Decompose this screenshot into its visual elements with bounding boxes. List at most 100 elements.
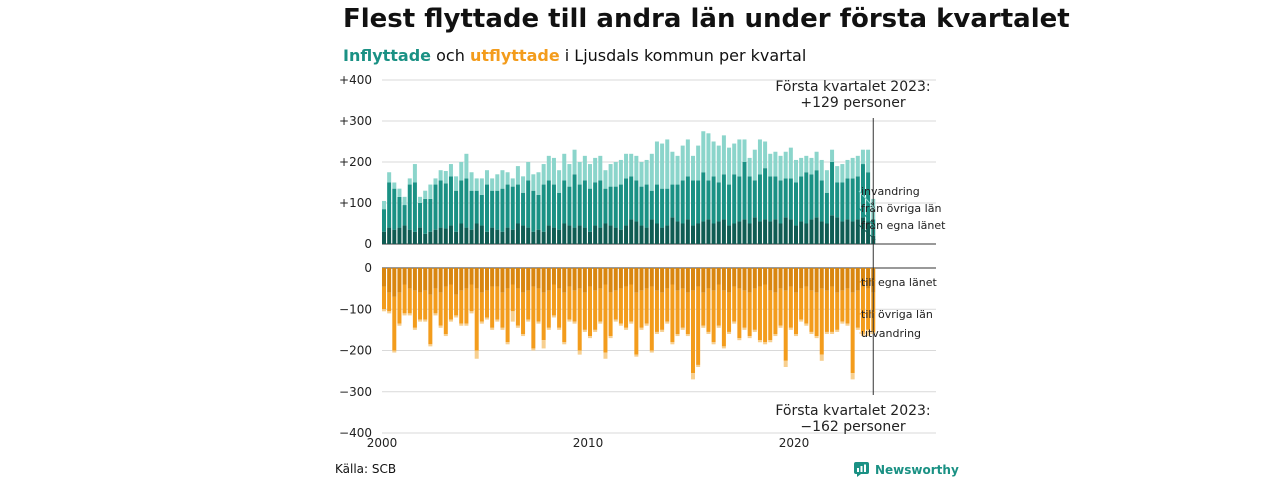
top-bar bbox=[768, 153, 773, 177]
bottom-bar bbox=[479, 268, 484, 293]
brand: Newsworthy bbox=[854, 462, 959, 477]
top-bar bbox=[551, 157, 556, 185]
top-bar bbox=[855, 176, 860, 220]
bottom-bar bbox=[809, 290, 814, 332]
bottom-series-label: till egna länet bbox=[861, 276, 937, 289]
top-bar bbox=[845, 219, 850, 244]
top-label-leader bbox=[858, 224, 876, 241]
annotation-top-line2: +129 personer bbox=[800, 95, 906, 111]
bottom-bar bbox=[737, 338, 742, 341]
top-bar bbox=[510, 229, 515, 244]
bottom-bar bbox=[546, 268, 551, 291]
top-bar bbox=[551, 227, 556, 244]
top-bar bbox=[804, 155, 809, 173]
top-bar bbox=[469, 172, 474, 191]
top-bar bbox=[737, 221, 742, 244]
top-bar bbox=[418, 196, 423, 203]
bottom-bar bbox=[526, 290, 531, 320]
top-bar bbox=[387, 227, 392, 244]
top-bar bbox=[392, 229, 397, 244]
top-bar bbox=[680, 180, 685, 224]
top-bar bbox=[675, 155, 680, 185]
top-bar bbox=[479, 225, 484, 244]
bottom-bar bbox=[505, 268, 510, 289]
bottom-bar bbox=[675, 334, 680, 337]
top-bar bbox=[464, 178, 469, 228]
top-bar bbox=[397, 188, 402, 197]
bottom-bar bbox=[654, 290, 659, 332]
top-bar bbox=[428, 198, 433, 232]
top-bar bbox=[577, 225, 582, 244]
bottom-bar bbox=[845, 268, 850, 289]
top-bar bbox=[752, 180, 757, 218]
bottom-bar bbox=[392, 350, 397, 353]
bottom-bar bbox=[557, 327, 562, 330]
top-bar bbox=[773, 219, 778, 244]
top-bar bbox=[618, 159, 623, 185]
top-bar bbox=[819, 180, 824, 222]
top-bar bbox=[531, 174, 536, 191]
bottom-bar bbox=[598, 321, 603, 324]
bottom-bar bbox=[721, 268, 726, 291]
bottom-bar bbox=[407, 313, 412, 316]
bottom-bar bbox=[536, 288, 541, 322]
bottom-bar bbox=[660, 329, 665, 332]
top-bar bbox=[649, 219, 654, 244]
top-bar bbox=[510, 178, 515, 187]
bottom-bar bbox=[850, 268, 855, 293]
bottom-bar bbox=[685, 334, 690, 337]
bottom-bar bbox=[804, 268, 809, 287]
top-bar bbox=[675, 184, 680, 222]
top-bar bbox=[804, 172, 809, 224]
top-bar bbox=[696, 180, 701, 224]
top-bar bbox=[747, 176, 752, 224]
top-bar bbox=[521, 176, 526, 193]
top-bar bbox=[464, 227, 469, 244]
bottom-bar bbox=[752, 329, 757, 332]
bottom-bar bbox=[454, 315, 459, 318]
top-bar bbox=[634, 180, 639, 222]
bottom-bar bbox=[737, 288, 742, 339]
bottom-bar bbox=[711, 342, 716, 345]
top-bar bbox=[732, 174, 737, 224]
bottom-bar bbox=[701, 325, 706, 328]
top-bar bbox=[639, 225, 644, 244]
bottom-bar bbox=[382, 309, 386, 312]
bottom-bar bbox=[830, 286, 835, 332]
top-bar bbox=[412, 164, 417, 183]
bottom-bar bbox=[716, 284, 721, 326]
top-bar bbox=[433, 184, 438, 230]
bottom-bar bbox=[412, 290, 417, 328]
top-bar bbox=[521, 192, 526, 226]
top-bar bbox=[402, 225, 407, 244]
bottom-bar bbox=[711, 268, 716, 291]
bottom-bar bbox=[412, 327, 417, 330]
top-bar bbox=[691, 225, 695, 244]
bottom-bar bbox=[809, 268, 814, 291]
bottom-bar bbox=[582, 268, 587, 293]
top-bar bbox=[691, 180, 695, 226]
top-bar bbox=[866, 172, 871, 222]
top-bar bbox=[593, 157, 598, 183]
bottom-bar bbox=[845, 323, 850, 326]
top-bar bbox=[515, 184, 520, 224]
top-bar bbox=[505, 227, 510, 244]
bottom-bar bbox=[747, 336, 752, 339]
bottom-bar bbox=[423, 290, 428, 320]
top-bar bbox=[588, 188, 592, 232]
top-bar bbox=[402, 196, 407, 206]
bottom-bar bbox=[402, 268, 407, 285]
bottom-y-tick-label: −400 bbox=[339, 426, 372, 440]
bottom-bar bbox=[495, 268, 500, 287]
top-bar bbox=[716, 221, 721, 244]
bottom-bar bbox=[582, 329, 587, 332]
bottom-bar bbox=[634, 268, 639, 293]
top-bar bbox=[567, 164, 572, 187]
top-bar bbox=[598, 180, 603, 228]
top-bar bbox=[794, 182, 798, 226]
top-bar bbox=[562, 223, 567, 244]
bottom-bar bbox=[634, 292, 639, 355]
bottom-bar bbox=[701, 268, 706, 293]
bottom-bar bbox=[613, 290, 618, 320]
bottom-bar bbox=[830, 268, 835, 287]
